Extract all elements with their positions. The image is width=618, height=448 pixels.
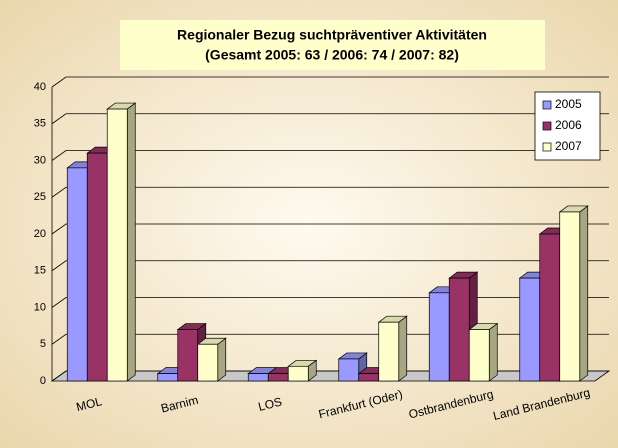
bar-side <box>217 337 227 382</box>
legend-swatch <box>542 121 552 131</box>
bar-front <box>338 358 360 382</box>
chart-title: Regionaler Bezug suchtpräventiver Aktivi… <box>177 27 487 43</box>
bar-front <box>519 277 541 382</box>
grid-line <box>51 113 609 125</box>
bar-front <box>287 365 309 382</box>
grid-line <box>51 76 609 88</box>
grid-line <box>51 150 609 161</box>
bar-front <box>559 211 581 382</box>
bar-front <box>177 329 199 382</box>
bar-front <box>468 329 490 382</box>
bar <box>558 205 589 382</box>
bar-front <box>539 233 561 382</box>
bar-front <box>66 167 88 382</box>
bar-front <box>247 373 269 382</box>
bar-front <box>448 277 470 382</box>
legend-label: 2005 <box>555 97 582 111</box>
legend-swatch <box>542 142 552 152</box>
bar-side <box>488 322 498 382</box>
bar-front <box>86 152 108 382</box>
chart-subtitle: (Gesamt 2005: 63 / 2006: 74 / 2007: 82) <box>205 47 459 63</box>
bar-front <box>267 373 289 382</box>
y-tick-label: 0 <box>40 375 46 387</box>
bar-front <box>157 373 179 382</box>
y-tick-label: 25 <box>34 191 46 203</box>
bar <box>468 322 499 382</box>
y-tick-label: 30 <box>34 154 46 166</box>
legend-label: 2006 <box>555 118 582 132</box>
bar <box>377 315 408 382</box>
bar-front <box>378 321 400 382</box>
y-tick-label: 35 <box>34 118 46 130</box>
grid-line <box>51 370 609 382</box>
bar <box>106 102 137 382</box>
bar-front <box>358 373 380 382</box>
bar <box>287 359 318 382</box>
grid-line <box>51 297 609 308</box>
bar-front <box>106 108 128 382</box>
bar <box>196 337 227 382</box>
y-tick-label: 15 <box>34 265 46 277</box>
grid-line <box>51 260 609 272</box>
bar-side <box>126 102 136 382</box>
title-box <box>120 20 545 70</box>
bar-front <box>197 343 219 382</box>
grid-line <box>51 333 609 345</box>
bar-front <box>428 292 450 382</box>
grid-line <box>51 223 609 235</box>
y-tick-label: 40 <box>34 81 46 93</box>
x-tick-label: LOS <box>257 394 284 413</box>
grid-line <box>51 186 609 198</box>
x-tick-label: MOL <box>75 394 104 414</box>
legend-swatch <box>542 100 552 110</box>
bar-side <box>398 315 408 382</box>
legend-label: 2007 <box>555 139 582 153</box>
y-tick-label: 5 <box>40 338 46 350</box>
y-tick-label: 20 <box>34 228 46 240</box>
y-tick-label: 10 <box>34 301 46 313</box>
bar-side <box>579 205 589 382</box>
